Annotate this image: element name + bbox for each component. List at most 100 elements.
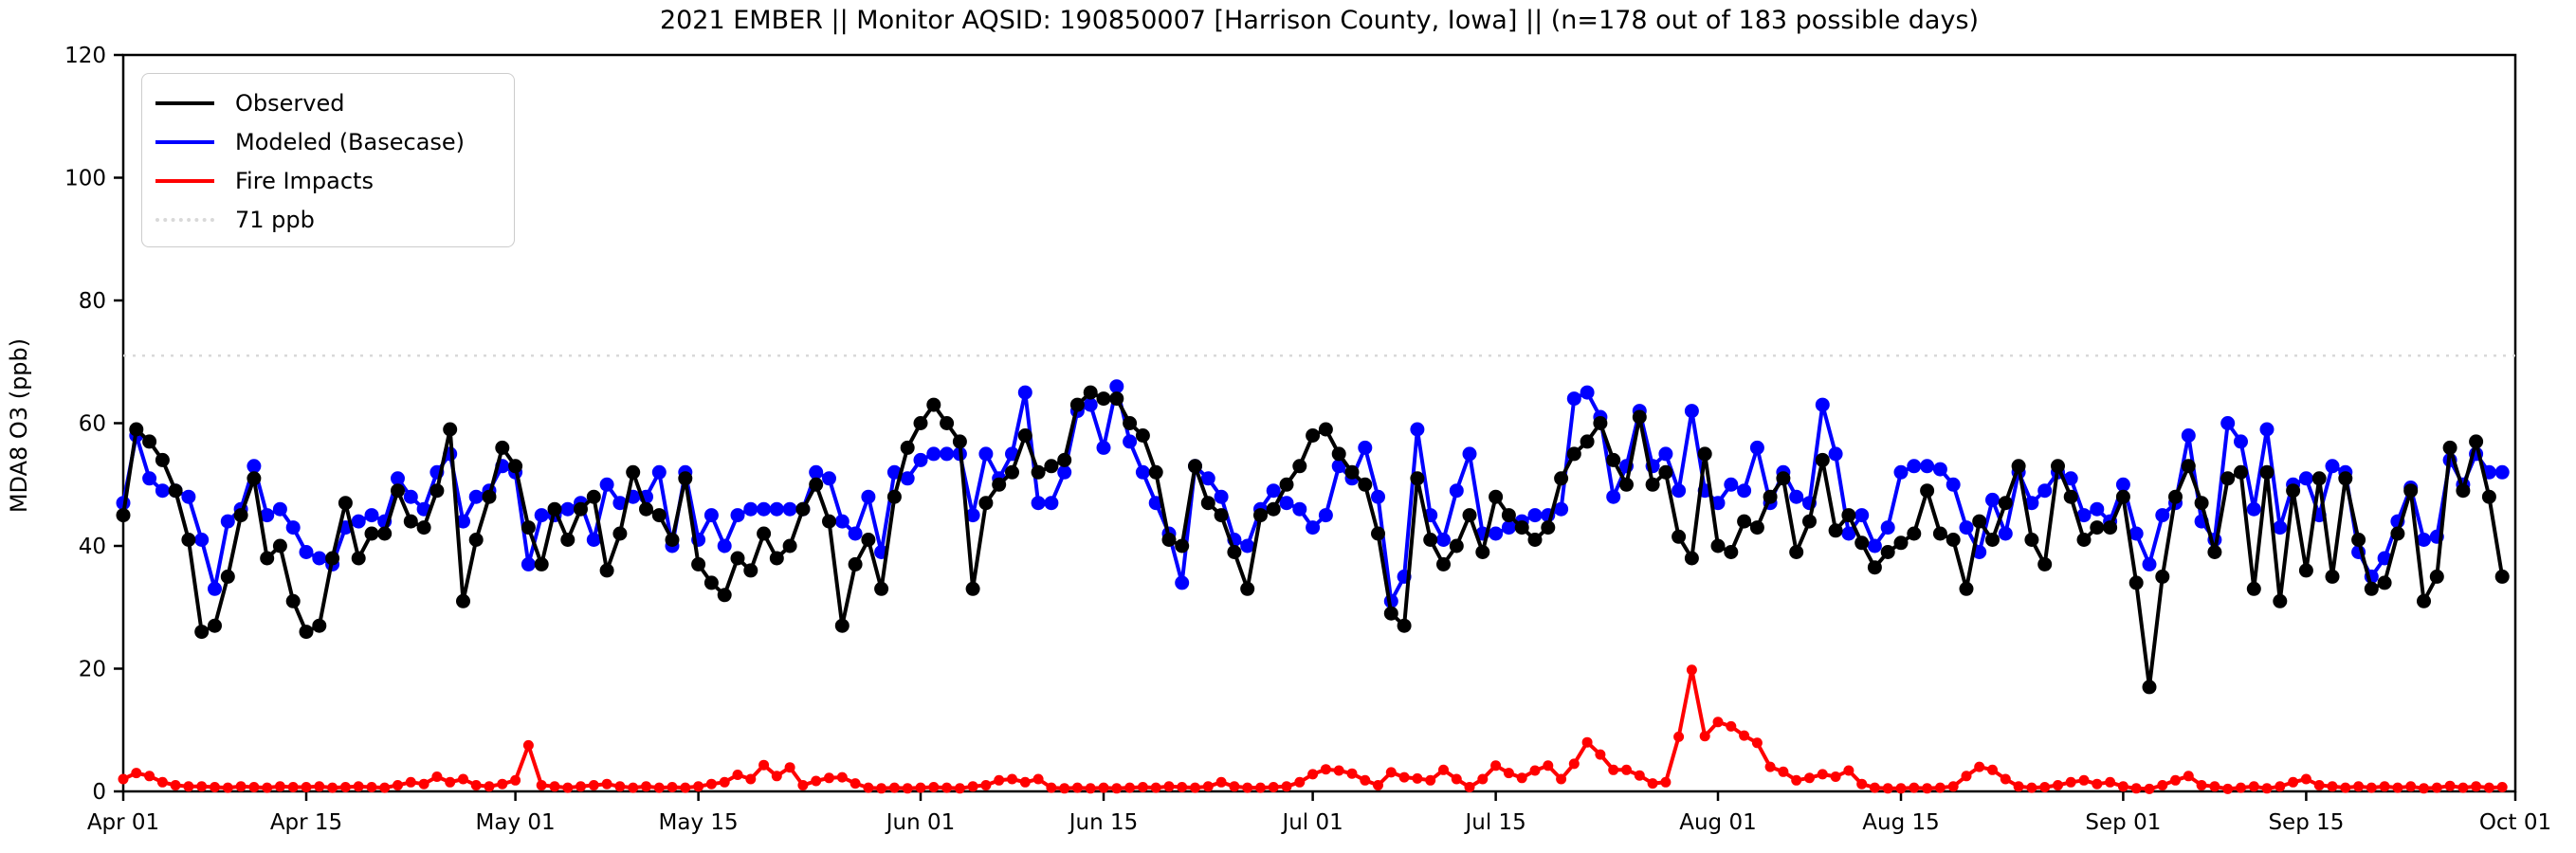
observed-point	[886, 489, 902, 504]
observed-point	[2403, 483, 2419, 499]
observed-point	[809, 477, 824, 492]
modeled-basecase--point	[1096, 440, 1111, 455]
fire-impacts-point	[2471, 781, 2482, 792]
x-tick-label: Sep 01	[2085, 810, 2161, 835]
fire-impacts-point	[405, 776, 416, 788]
modeled-basecase--point	[1749, 440, 1764, 455]
fire-impacts-point	[327, 782, 338, 793]
observed-point	[1227, 545, 1242, 559]
modeled-basecase--point	[1449, 483, 1464, 499]
observed-point	[1632, 409, 1647, 425]
fire-impacts-point	[2392, 782, 2403, 793]
legend-entry-modeled-basecase-: Modeled (Basecase)	[142, 122, 514, 161]
observed-point	[168, 483, 183, 499]
observed-point	[1815, 452, 1830, 467]
observed-point	[1449, 538, 1464, 554]
fire-impacts-point	[1856, 778, 1868, 789]
observed-point	[377, 526, 393, 541]
observed-point	[2469, 434, 2484, 449]
modeled-basecase--point	[2024, 496, 2039, 511]
observed-point	[429, 483, 445, 499]
fire-impacts-point	[732, 770, 743, 780]
fire-impacts-point	[1595, 749, 1606, 760]
fire-impacts-point	[811, 775, 822, 787]
modeled-basecase--point	[1306, 520, 1321, 535]
fire-impacts-point	[1071, 782, 1083, 793]
fire-impacts-point	[1373, 780, 1383, 790]
observed-point	[2298, 563, 2313, 578]
modeled-basecase--point	[2259, 422, 2275, 437]
modeled-basecase--point	[1410, 422, 1425, 437]
fire-impacts-point	[339, 782, 351, 792]
observed-point	[142, 434, 157, 449]
fire-impacts-point	[1556, 773, 1567, 785]
fire-impacts-point	[1398, 771, 1410, 783]
x-tick-label: Aug 15	[1862, 810, 1940, 835]
observed-point	[1841, 508, 1856, 523]
observed-point	[299, 625, 314, 640]
modeled-basecase--point	[612, 496, 628, 511]
observed-point	[1057, 452, 1072, 467]
fire-impacts-point	[705, 778, 717, 789]
fire-impacts-point	[680, 782, 691, 793]
observed-point	[1606, 452, 1621, 467]
fire-impacts-point	[745, 773, 757, 785]
observed-point	[2273, 593, 2288, 608]
fire-impacts-point	[771, 771, 782, 782]
fire-impacts-point	[484, 781, 495, 792]
observed-point	[1789, 545, 1804, 559]
observed-point	[992, 477, 1007, 492]
observed-point	[403, 514, 418, 529]
observed-point	[1959, 581, 1974, 596]
modeled-basecase--point	[2181, 428, 2196, 443]
observed-point	[1619, 477, 1634, 492]
fire-impacts-point	[2236, 782, 2246, 793]
fire-impacts-point	[2444, 780, 2456, 791]
observed-point	[1096, 391, 1111, 407]
observed-point	[560, 533, 575, 547]
legend-label: Modeled (Basecase)	[235, 128, 466, 155]
modeled-basecase--point	[1724, 477, 1739, 492]
observed-point	[1932, 526, 1947, 541]
observed-point	[456, 593, 470, 608]
observed-point	[834, 618, 850, 633]
x-tick-label: May 01	[476, 810, 556, 835]
observed-point	[2090, 520, 2105, 535]
fire-impacts-point	[1242, 782, 1253, 793]
observed-point	[1279, 477, 1294, 492]
modeled-basecase--point	[1828, 446, 1843, 462]
fire-impacts-point	[1974, 761, 1985, 772]
observed-point	[338, 496, 353, 511]
observed-point	[2325, 569, 2340, 584]
modeled-basecase--point	[2155, 508, 2170, 523]
fire-impacts-point	[522, 739, 534, 751]
x-tick-label: Jul 01	[1280, 810, 1343, 835]
legend-entry-71-ppb: 71 ppb	[142, 200, 514, 239]
fire-impacts-point	[1961, 771, 1972, 782]
fire-impacts-point	[393, 780, 403, 790]
fire-impacts-point	[1830, 771, 1841, 782]
modeled-basecase--point	[456, 514, 470, 529]
observed-point	[678, 471, 693, 486]
x-tick-label: May 15	[659, 810, 739, 835]
observed-point	[220, 569, 235, 584]
modeled-basecase--point	[1044, 496, 1059, 511]
fire-impacts-point	[1882, 783, 1893, 794]
x-tick-label: Sep 15	[2268, 810, 2344, 835]
observed-point	[1200, 496, 1215, 511]
observed-point	[364, 526, 379, 541]
modeled-basecase--point	[1854, 508, 1870, 523]
fire-impacts-point	[2431, 782, 2442, 793]
modeled-basecase--point	[1789, 489, 1804, 504]
modeled-basecase--point	[1932, 462, 1947, 477]
observed-point	[1854, 535, 1870, 551]
modeled-basecase--point	[1580, 385, 1595, 400]
modeled-basecase--point	[2246, 501, 2261, 517]
observed-point	[1175, 538, 1190, 554]
modeled-basecase--point	[1893, 464, 1909, 480]
fire-impacts-point	[1307, 769, 1319, 780]
fire-impacts-point	[667, 782, 678, 792]
observed-point	[2456, 483, 2471, 499]
modeled-basecase--point	[220, 514, 235, 529]
modeled-basecase--point	[181, 489, 196, 504]
